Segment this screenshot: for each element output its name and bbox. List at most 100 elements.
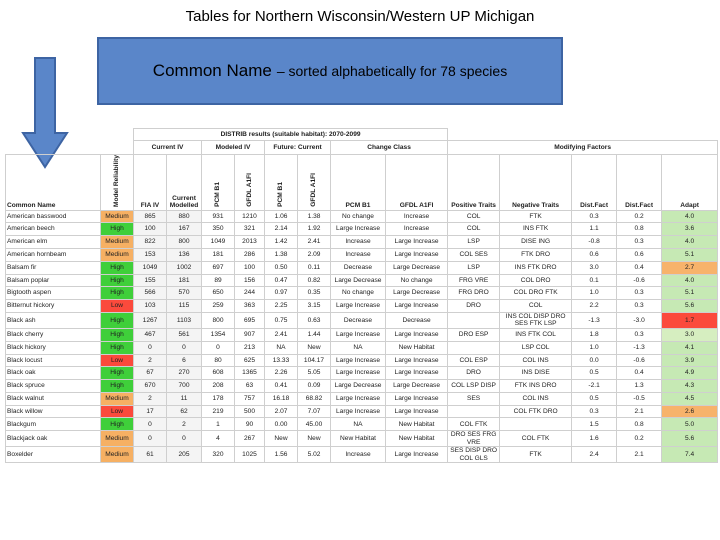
column-header: Common Name: [5, 154, 101, 211]
table-cell: Black hickory: [5, 340, 101, 355]
table-cell: -0.6: [616, 353, 663, 368]
table-cell: -0.5: [616, 391, 663, 406]
table-cell: 181: [201, 247, 235, 262]
table-cell: 45.00: [297, 417, 331, 432]
table-cell: 7.07: [297, 404, 331, 419]
table-cell: Increase: [330, 247, 386, 262]
table-cell: Large Increase: [384, 299, 449, 313]
table-cell: 155: [133, 273, 167, 288]
table-cell: INS COL DISP DRO SES FTK LSP: [499, 311, 573, 329]
table-cell: Low: [100, 299, 134, 313]
table-cell: INS FTK: [499, 222, 573, 237]
table-cell: 5.6: [661, 299, 719, 313]
table-cell: 100: [234, 260, 265, 275]
down-arrow: [21, 57, 69, 169]
column-header: Dist.Fact: [571, 154, 618, 211]
table-cell: 0.4: [616, 366, 663, 381]
banner-text: – sorted alphabetically for 78 species: [276, 63, 508, 79]
table-cell: [499, 417, 573, 432]
table-cell: 1025: [234, 446, 265, 464]
table-cell: 3.0: [571, 260, 618, 275]
table-cell: 1.0: [571, 340, 618, 355]
table-cell: Increase: [330, 446, 386, 464]
table-cell: DRO: [447, 366, 501, 381]
table-cell: 0.50: [264, 260, 298, 275]
table-cell: COL: [499, 299, 573, 313]
table-cell: 104.17: [297, 353, 331, 368]
table-cell: 5.0: [661, 417, 719, 432]
table-cell: COL: [447, 222, 501, 237]
table-cell: 931: [201, 209, 235, 224]
table-cell: Large Increase: [384, 366, 449, 381]
table-cell: 1.38: [264, 247, 298, 262]
table-cell: Large Increase: [384, 327, 449, 342]
table-cell: 7.4: [661, 446, 719, 464]
table-cell: Balsam fir: [5, 260, 101, 275]
column-header-text: GFDL A1FI: [310, 173, 318, 208]
table-cell: Medium: [100, 391, 134, 406]
table-cell: FTK: [499, 446, 573, 464]
table-cell: 700: [166, 379, 202, 393]
table-cell: COL: [447, 209, 501, 224]
table-row: Black ash High 1267 1103 800 695 0.75 0.63 Decre…: [5, 311, 719, 329]
table-cell: Increase: [384, 209, 449, 224]
table-cell: 0.5: [571, 391, 618, 406]
table-cell: FTK INS DRO: [499, 379, 573, 393]
table-cell: High: [100, 417, 134, 432]
column-header-text: PCM B1: [277, 182, 285, 208]
table-cell: LSP COL: [499, 340, 573, 355]
table-cell: 0.1: [571, 273, 618, 288]
table-cell: 63: [234, 379, 265, 393]
table-cell: 3.15: [297, 299, 331, 313]
table-cell: 205: [166, 446, 202, 464]
table-cell: Black ash: [5, 311, 101, 329]
table-cell: Large Increase: [384, 391, 449, 406]
table-cell: [447, 340, 501, 355]
table-cell: 2.41: [297, 235, 331, 249]
table-cell: 800: [166, 235, 202, 249]
table-cell: 2.07: [264, 404, 298, 419]
table-cell: 0.3: [616, 286, 663, 301]
table-row: Black walnut Medium 2 11 178 757 16.18 68.82 Lar…: [5, 391, 719, 406]
table-cell: 0.35: [297, 286, 331, 301]
table-cell: New: [297, 430, 331, 448]
table-cell: FRG DRO: [447, 286, 501, 301]
table-cell: New: [264, 430, 298, 448]
column-header: Negative Traits: [499, 154, 573, 211]
table-cell: 561: [166, 327, 202, 342]
table-cell: INS DISE: [499, 366, 573, 381]
table-cell: Black oak: [5, 366, 101, 381]
table-cell: 208: [201, 379, 235, 393]
table-cell: 5.6: [661, 430, 719, 448]
table-cell: 363: [234, 299, 265, 313]
table-cell: 0.3: [571, 404, 618, 419]
table-cell: Low: [100, 353, 134, 368]
table-cell: Large Increase: [330, 353, 386, 368]
table-cell: 4: [201, 430, 235, 448]
column-header: GFDL A1FI: [384, 154, 449, 211]
table-cell: 80: [201, 353, 235, 368]
table-cell: 0: [133, 340, 167, 355]
column-header: GFDL A1FI: [297, 154, 331, 211]
table-cell: 1: [201, 417, 235, 432]
table-cell: 103: [133, 299, 167, 313]
table-cell: 153: [133, 247, 167, 262]
table-cell: 625: [234, 353, 265, 368]
column-header: PCM B1: [264, 154, 298, 211]
column-header-text: Adapt: [680, 202, 699, 210]
table-cell: -0.8: [571, 235, 618, 249]
column-header-text: Model Reliability: [113, 155, 121, 208]
table-cell: [447, 404, 501, 419]
table-cell: Large Decrease: [330, 379, 386, 393]
table-cell: 500: [234, 404, 265, 419]
table-cell: 1.5: [571, 417, 618, 432]
table-cell: 2.4: [571, 446, 618, 464]
column-header: PCM B1: [330, 154, 386, 211]
table-cell: 608: [201, 366, 235, 381]
table-cell: 0.2: [616, 430, 663, 448]
table-cell: 259: [201, 299, 235, 313]
table-cell: 4.9: [661, 366, 719, 381]
table-cell: 90: [234, 417, 265, 432]
table-row: Bitternut hickory Low 103 115 259 363 2.25 3.15…: [5, 299, 719, 313]
table-cell: LSP: [447, 235, 501, 249]
